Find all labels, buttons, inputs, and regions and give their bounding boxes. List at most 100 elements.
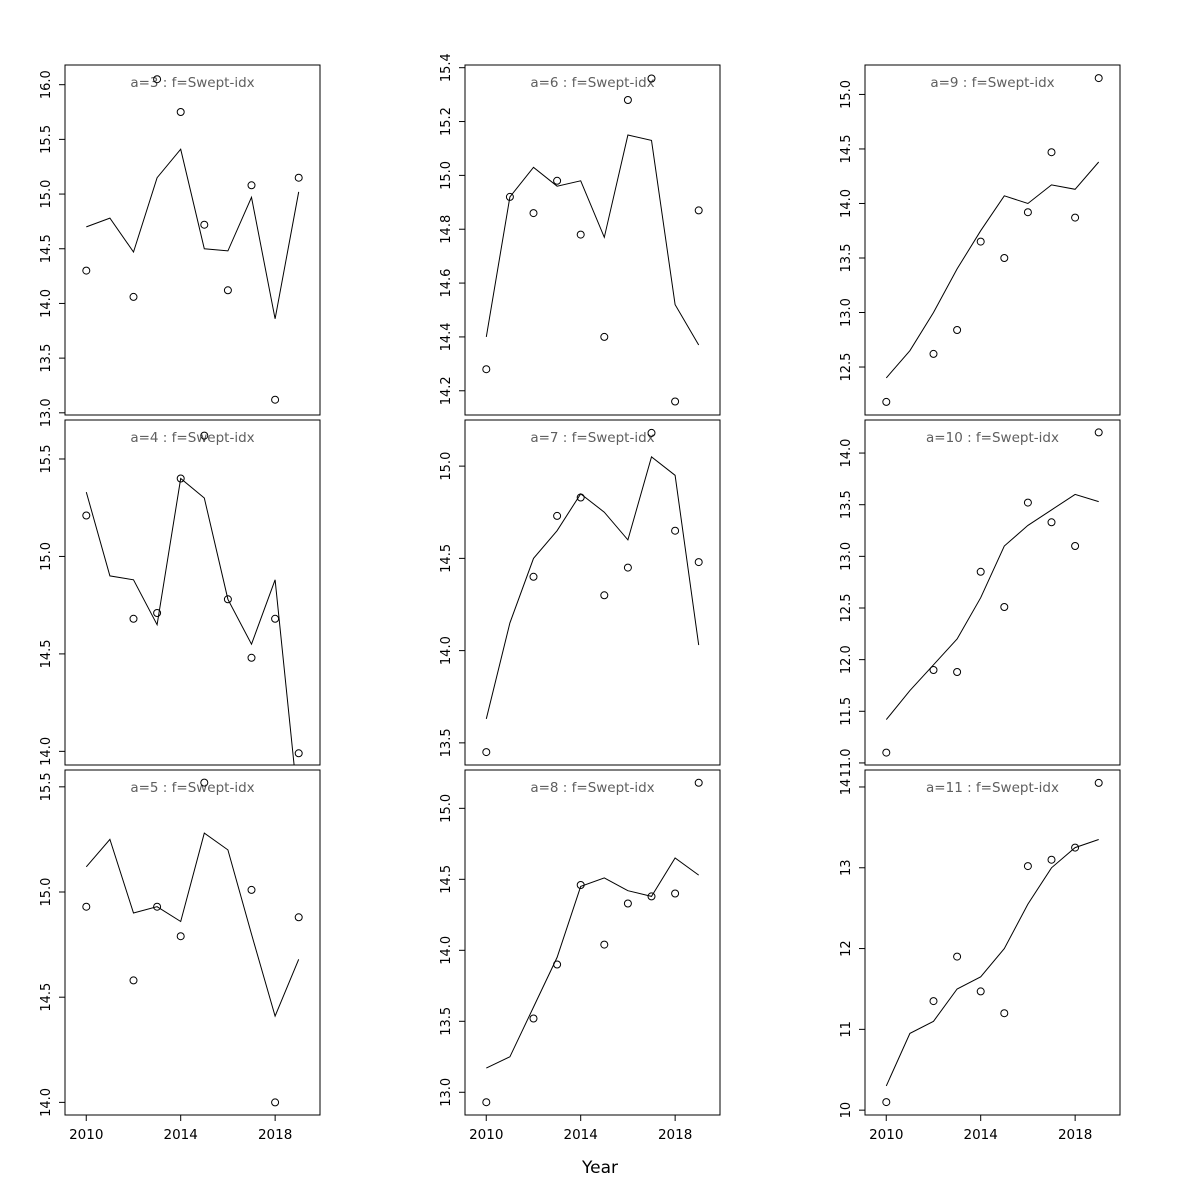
y-tick-label: 12 (839, 940, 854, 957)
data-point (153, 902, 162, 911)
x-tick-label: 2010 (69, 1127, 103, 1143)
data-point (623, 899, 632, 908)
data-point (647, 74, 656, 83)
data-point (600, 332, 609, 341)
fit-line (86, 148, 300, 319)
y-tick-label: 14.8 (439, 215, 454, 244)
y-tick-label: 15.5 (39, 772, 54, 801)
data-point (882, 748, 891, 757)
y-tick-label: 14.0 (439, 936, 454, 965)
data-point (976, 987, 985, 996)
fit-line (85, 832, 300, 1018)
data-point (576, 230, 585, 239)
data-point (976, 567, 985, 576)
y-tick-label: 12.5 (839, 594, 854, 623)
data-point (1047, 518, 1056, 527)
y-tick-label: 14.0 (39, 289, 54, 318)
y-tick-label: 13.0 (39, 398, 54, 427)
data-point (271, 395, 280, 404)
data-point (129, 976, 138, 985)
y-tick-label: 15.5 (39, 125, 54, 154)
y-tick-label: 13 (839, 859, 854, 876)
data-point (671, 889, 680, 898)
panel-a9: a=9 : f=Swept-idx 12.5 13.0 13.5 14.0 14.5 15.… (839, 64, 1121, 416)
panel-border (464, 419, 721, 766)
y-tick-label: 14.0 (839, 439, 854, 468)
data-point (1000, 254, 1009, 262)
panel-title: a=11 : f=Swept-idx (926, 780, 1059, 796)
y-tick-label: 13.0 (839, 298, 854, 327)
panel-title: a=8 : f=Swept-idx (530, 780, 654, 796)
y-tick-label: 16.0 (39, 70, 54, 99)
y-tick-label: 12.0 (839, 645, 854, 674)
data-point (294, 913, 303, 922)
y-tick-label: 13.5 (39, 344, 54, 373)
x-tick-label: 2010 (869, 1127, 903, 1143)
data-point (553, 511, 562, 520)
data-point (953, 326, 962, 334)
fit-line (885, 839, 1099, 1087)
panel-title: a=10 : f=Swept-idx (926, 430, 1059, 446)
fit-line (485, 134, 700, 346)
panel-a10: a=10 : f=Swept-idx 11.0 11.5 12.0 12.5 13.0 13… (839, 419, 1121, 777)
data-point (200, 778, 209, 787)
data-point (553, 960, 562, 969)
data-point (929, 666, 938, 674)
panel-title: a=6 : f=Swept-idx (530, 75, 654, 91)
data-point (1071, 542, 1080, 550)
y-tick-label: 11.5 (839, 697, 854, 726)
data-point (200, 431, 209, 440)
data-point (1047, 148, 1056, 157)
y-tick-label: 13.0 (439, 1078, 454, 1107)
y-tick-label: 13.0 (839, 542, 854, 571)
data-point (82, 902, 91, 911)
panel-a11: a=11 : f=Swept-idx 10 11 12 13 14 2010 2014 2018 (839, 769, 1121, 1143)
data-point (82, 511, 91, 520)
panel-a8: a=8 : f=Swept-idx 13.0 13.5 14.0 14.5 15.0 201… (439, 769, 721, 1143)
data-point (1023, 208, 1032, 217)
data-point (647, 892, 656, 901)
x-tick-label: 2014 (964, 1127, 998, 1143)
y-tick-label: 13.5 (839, 244, 854, 273)
y-tick-label: 14.5 (439, 544, 454, 573)
data-point (200, 220, 209, 229)
data-point (153, 75, 162, 84)
y-tick-label: 14.5 (39, 639, 54, 668)
y-tick-label: 15.0 (39, 878, 54, 907)
fit-line (885, 493, 1099, 720)
data-point (271, 614, 280, 623)
data-point (529, 1014, 538, 1023)
data-point (176, 474, 185, 483)
x-tick-label: 2018 (1058, 1127, 1092, 1143)
panel-border (864, 769, 1121, 1116)
data-point (1071, 843, 1080, 852)
data-point (1094, 428, 1103, 437)
data-point (223, 595, 232, 604)
y-tick-label: 14.0 (39, 737, 54, 766)
x-axis-title: Year (582, 1158, 618, 1178)
panel-border (64, 64, 321, 416)
y-tick-label: 14.5 (439, 865, 454, 894)
data-point (129, 292, 138, 301)
data-point (1023, 862, 1032, 871)
data-point (1047, 855, 1056, 864)
data-point (976, 237, 985, 246)
data-point (553, 176, 562, 185)
panel-title: a=9 : f=Swept-idx (930, 75, 1054, 91)
panel-a3: a=3 : f=Swept-idx 13.0 13.5 14.0 14.5 15.0 15.… (39, 64, 321, 427)
y-tick-label: 13.5 (839, 490, 854, 519)
data-point (482, 1098, 491, 1107)
y-tick-label: 11.0 (839, 748, 854, 777)
fit-line (885, 161, 1100, 379)
y-tick-label: 11 (839, 1021, 854, 1038)
data-point (623, 563, 632, 572)
data-point (929, 997, 938, 1006)
data-point (576, 881, 585, 889)
y-tick-label: 13.5 (439, 728, 454, 757)
panel-title: a=3 : f=Swept-idx (130, 75, 254, 91)
y-tick-label: 15.4 (439, 53, 454, 82)
y-tick-label: 15.0 (439, 452, 454, 481)
data-point (694, 206, 703, 215)
